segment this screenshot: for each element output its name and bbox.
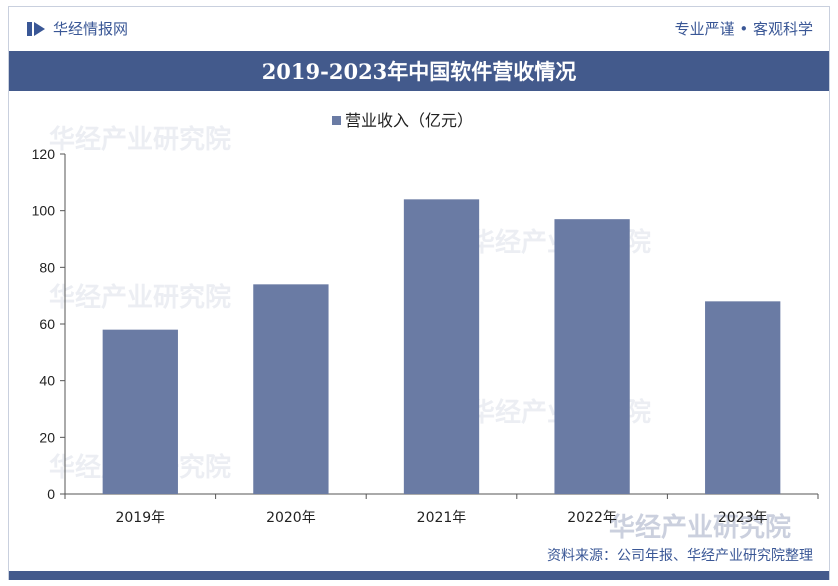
x-tick-label: 2019年 (115, 510, 165, 526)
y-tick-label: 0 (47, 486, 55, 502)
slogan: 专业严谨 • 客观科学 (674, 20, 813, 38)
bar (554, 219, 630, 494)
bar (253, 284, 329, 494)
chart-title: 2019-2023年中国软件营收情况 (261, 59, 577, 84)
legend-swatch (332, 116, 341, 125)
x-tick-label: 2023年 (718, 510, 768, 526)
brand-name: 华经情报网 (53, 20, 129, 38)
bar (705, 301, 781, 494)
bar (403, 199, 480, 495)
source-note: 资料来源：公司年报、华经产业研究院整理 (547, 548, 813, 564)
y-tick-label: 40 (39, 373, 55, 389)
bottom-bar (9, 571, 829, 580)
brand-logo-icon (27, 21, 45, 36)
watermark: 华经产业研究院 (49, 283, 232, 313)
y-tick-label: 100 (32, 203, 56, 219)
title-bar: 2019-2023年中国软件营收情况 (9, 51, 829, 91)
y-tick-label: 80 (39, 259, 55, 275)
y-tick-label: 20 (39, 429, 55, 445)
watermark: 华经产业研究院 (49, 125, 232, 155)
legend-label: 营业收入（亿元） (345, 111, 473, 130)
x-tick-label: 2020年 (266, 510, 316, 526)
y-tick-label: 120 (32, 146, 56, 162)
brand: 华经情报网 (27, 18, 128, 39)
bar (102, 329, 178, 494)
x-tick-label: 2021年 (417, 510, 467, 526)
y-tick-label: 60 (39, 316, 55, 332)
watermark: 华经产业研究院 (609, 513, 792, 543)
x-tick-label: 2022年 (567, 510, 617, 526)
top-bar: 华经情报网 专业严谨 • 客观科学 (9, 7, 829, 47)
